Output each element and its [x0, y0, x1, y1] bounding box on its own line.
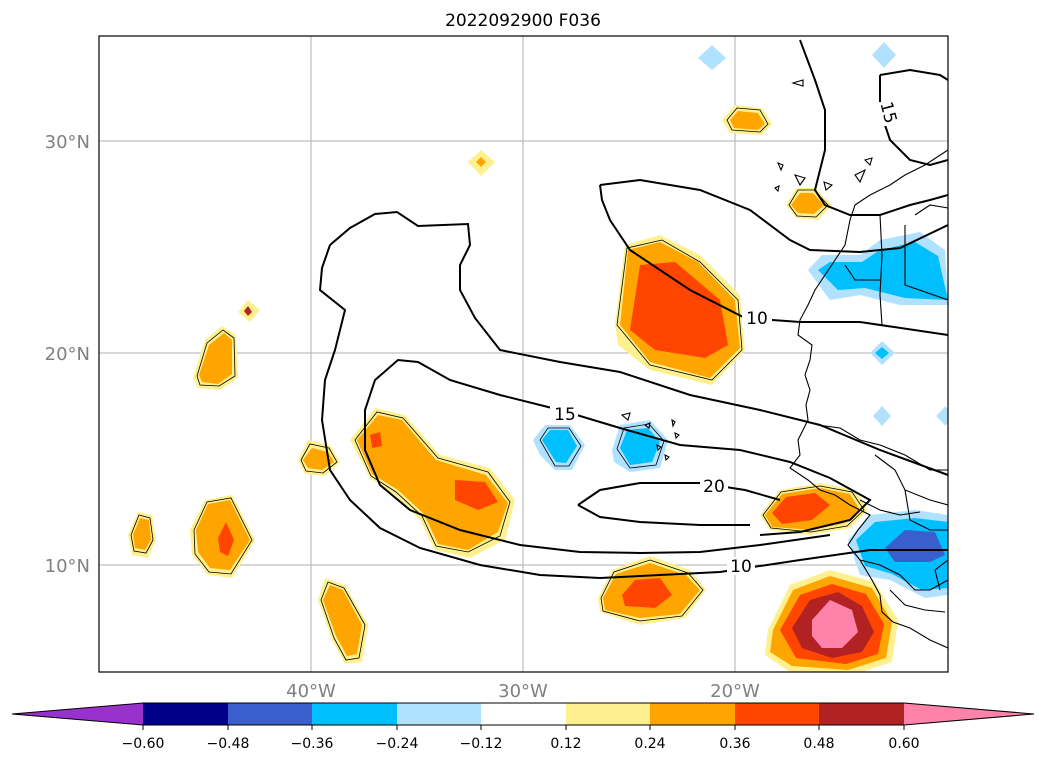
colorbar-tick-label: −0.12: [460, 736, 503, 752]
contour-label: 20: [703, 477, 725, 497]
colorbar-segment: [228, 703, 312, 725]
lon-label-20w: 20°W: [710, 681, 760, 702]
lon-label-30w: 30°W: [498, 681, 548, 702]
anomaly-fill: [128, 42, 948, 672]
contour-label: 10: [730, 557, 752, 577]
colorbar-tick-label: 0.12: [550, 736, 581, 752]
map-area: 15 10 15 20 10: [99, 36, 948, 672]
lon-label-40w: 40°W: [286, 681, 336, 702]
colorbar-tick-label: −0.60: [122, 736, 165, 752]
colorbar-segment: [312, 703, 397, 725]
contour-labels: 15 10 15 20 10: [550, 100, 900, 577]
colorbar-over-arrow: [904, 703, 1034, 725]
colorbar-tick-label: −0.48: [207, 736, 250, 752]
lat-label-20n: 20°N: [45, 344, 90, 365]
colorbar-tick-label: 0.36: [719, 736, 750, 752]
colorbar-segment: [397, 703, 481, 725]
lat-label-30n: 30°N: [45, 132, 90, 153]
colorbar-ticks: [142, 725, 905, 730]
isotach-contours: [318, 39, 948, 580]
colorbar-tick-label: −0.24: [376, 736, 419, 752]
label-bg: [727, 557, 755, 575]
map-frame: [98, 35, 949, 673]
label-bg: [873, 102, 893, 126]
colorbar-tick-label: −0.36: [291, 736, 334, 752]
colorbar-tick-label: 0.60: [888, 736, 919, 752]
colorbar-under-arrow: [12, 703, 143, 725]
label-bg: [550, 406, 578, 424]
colorbar-segment: [650, 703, 735, 725]
colorbar-segment: [566, 703, 650, 725]
colorbar-segment: [481, 703, 566, 725]
figure-title: 2022092900 F036: [445, 11, 601, 31]
coastlines: [620, 79, 948, 649]
colorbar-tick-label: 0.24: [634, 736, 665, 752]
contour-label: 15: [554, 405, 576, 425]
colorbar-segment: [143, 703, 228, 725]
lat-label-10n: 10°N: [45, 556, 90, 577]
colorbar-segment: [735, 703, 819, 725]
colorbar-segment: [819, 703, 904, 725]
label-bg: [742, 310, 772, 328]
anomaly-outlines: [130, 107, 865, 661]
label-bg: [700, 477, 728, 495]
colorbar: −0.60 −0.48 −0.36 −0.24 −0.12 0.12 0.24 …: [11, 702, 1035, 752]
contour-label: 10: [746, 309, 768, 329]
colorbar-tick-label: 0.48: [803, 736, 834, 752]
